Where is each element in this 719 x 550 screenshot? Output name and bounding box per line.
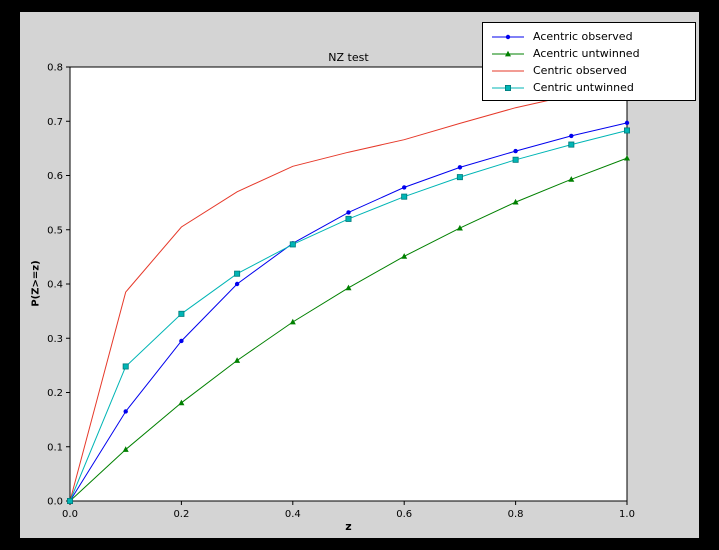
marker-circle [505, 34, 511, 39]
marker-square [512, 156, 519, 163]
marker-triangle [289, 318, 296, 325]
marker-triangle [568, 176, 575, 182]
marker-triangle [122, 446, 129, 452]
y-tick-label: 0.2 [47, 388, 63, 399]
x-tick-label: 0.2 [173, 509, 189, 520]
y-axis-label: P(Z>=z) [30, 260, 42, 307]
x-tick-label: 0.8 [508, 509, 524, 520]
marker-square [456, 174, 463, 181]
marker-triangle [624, 154, 630, 161]
marker-square [345, 215, 352, 222]
marker-circle [234, 281, 240, 287]
marker-triangle [505, 50, 511, 56]
legend-sample-acentric-untwinned [492, 50, 524, 56]
marker-circle [624, 120, 630, 126]
series-line-2 [69, 83, 628, 502]
legend-label: Acentric observed [533, 30, 633, 43]
marker-square [401, 193, 408, 200]
y-tick-label: 0.7 [47, 117, 63, 128]
marker-circle [346, 210, 351, 215]
marker-square [234, 270, 241, 277]
x-tick-label: 0.6 [396, 509, 412, 520]
legend-sample-centric-observed [492, 70, 524, 71]
legend-item-centric-observed: Centric observed [483, 62, 695, 79]
y-tick-label: 0.3 [47, 334, 63, 345]
marker-circle [569, 133, 574, 139]
figure: 0.0 0.2 0.4 0.6 0.8 1.0 0.0 0.1 0.2 0.3 0.4 0.5 0.6 0… [20, 12, 699, 538]
legend-item-centric-untwinned: Centric untwinned [483, 79, 695, 96]
x-axis-label: z [345, 520, 352, 533]
legend-label: Centric untwinned [533, 81, 634, 94]
y-tick-label: 0.8 [47, 63, 63, 74]
marker-square [67, 497, 74, 504]
legend-item-acentric-untwinned: Acentric untwinned [483, 45, 695, 62]
plot-area: 0.0 0.2 0.4 0.6 0.8 1.0 0.0 0.1 0.2 0.3 0.4 0.5 0.6 0… [47, 63, 635, 521]
marker-square [289, 241, 296, 248]
y-tick-label: 0.4 [47, 280, 63, 291]
marker-square [624, 127, 631, 134]
marker-circle [513, 148, 518, 154]
marker-triangle [178, 399, 185, 406]
legend-sample-acentric-observed [492, 34, 524, 39]
marker-circle [402, 185, 407, 190]
marker-triangle [456, 224, 463, 231]
marker-triangle [345, 284, 352, 291]
marker-triangle [234, 357, 241, 363]
marker-square [122, 363, 129, 370]
marker-circle [457, 165, 463, 170]
y-tick-label: 0.6 [47, 171, 63, 182]
marker-circle [123, 409, 128, 414]
axes-frame [69, 66, 628, 502]
marker-triangle [512, 198, 519, 205]
chart-title: NZ test [328, 51, 369, 64]
y-tick-label: 0.1 [47, 442, 63, 453]
x-tick-label: 0.4 [285, 509, 301, 520]
legend: Acentric observed Acentric untwinned Cen… [482, 22, 696, 101]
legend-label: Acentric untwinned [533, 47, 640, 60]
legend-sample-centric-untwinned [492, 84, 524, 91]
x-tick-label: 0.0 [62, 509, 78, 520]
y-tick-label: 0.0 [47, 497, 63, 508]
marker-square [568, 141, 575, 148]
marker-square [178, 310, 185, 317]
marker-triangle [401, 253, 408, 259]
legend-item-acentric-observed: Acentric observed [483, 28, 695, 45]
y-tick-label: 0.5 [47, 225, 63, 236]
x-tick-label: 1.0 [619, 509, 635, 520]
legend-label: Centric observed [533, 64, 627, 77]
marker-circle [179, 338, 184, 344]
marker-square [504, 84, 511, 91]
